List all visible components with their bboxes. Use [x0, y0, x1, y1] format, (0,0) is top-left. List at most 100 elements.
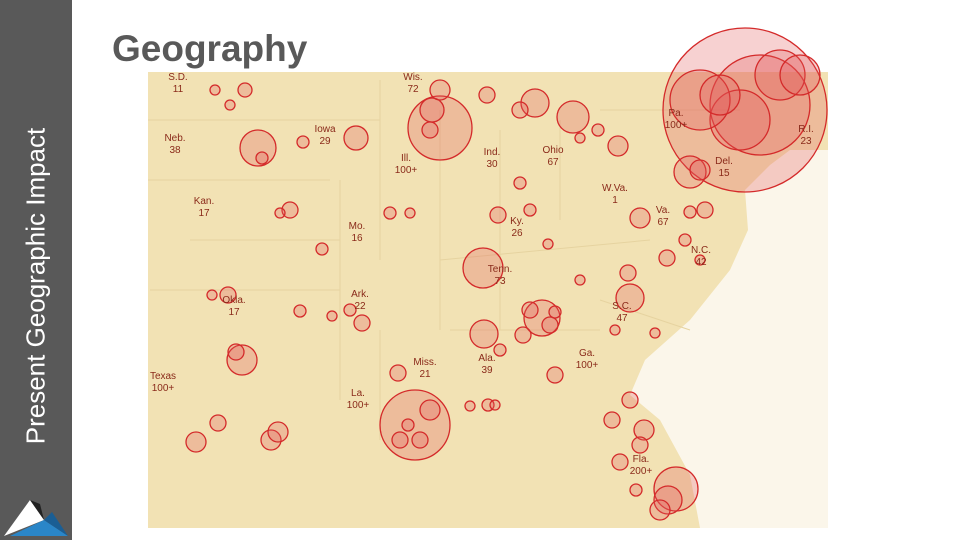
state-count: 100+ — [152, 383, 175, 394]
incident-circle — [699, 74, 741, 116]
state-count: 21 — [419, 369, 431, 380]
state-name: Va. — [656, 205, 670, 216]
incident-circle — [206, 289, 218, 301]
state-count: 42 — [695, 257, 707, 268]
incident-circle — [621, 391, 639, 409]
incident-circle — [591, 123, 605, 137]
state-count: 72 — [407, 84, 419, 95]
incident-circle — [255, 151, 269, 165]
incident-circle — [421, 121, 439, 139]
incident-circle — [389, 364, 407, 382]
incident-circle — [293, 304, 307, 318]
incident-circle — [296, 135, 310, 149]
incident-circle — [658, 249, 676, 267]
incident-circle — [239, 129, 277, 167]
incident-circle — [523, 203, 537, 217]
incident-circle — [514, 326, 532, 344]
sidebar: Present Geographic Impact — [0, 0, 72, 540]
incident-circle — [429, 79, 451, 101]
incident-circle — [683, 205, 697, 219]
incident-circle — [603, 411, 621, 429]
state-count: 30 — [486, 159, 498, 170]
state-name: Wis. — [403, 72, 422, 83]
state-count: 16 — [351, 233, 363, 244]
incident-circle — [662, 27, 828, 193]
state-name: S.D. — [168, 72, 187, 83]
incident-circle — [224, 99, 236, 111]
incident-circle — [419, 97, 445, 123]
incident-circle — [649, 327, 661, 339]
incident-circle — [209, 84, 221, 96]
incident-circle — [343, 125, 369, 151]
state-name: Kan. — [194, 196, 215, 207]
state-name: W.Va. — [602, 183, 628, 194]
incident-circle — [489, 399, 501, 411]
state-name: Fla. — [633, 454, 650, 465]
incident-circle — [633, 419, 655, 441]
state-count: 67 — [657, 217, 669, 228]
incident-circle — [326, 310, 338, 322]
incident-circle — [631, 436, 649, 454]
state-count: 200+ — [630, 466, 653, 477]
state-name: Ohio — [542, 145, 564, 156]
incident-circle — [209, 414, 227, 432]
state-name: Okla. — [222, 295, 245, 306]
state-count: 15 — [718, 168, 730, 179]
incident-circle — [383, 206, 397, 220]
incident-circles — [185, 27, 828, 521]
incident-circle — [546, 366, 564, 384]
state-name: Miss. — [413, 357, 436, 368]
state-name: Texas — [150, 371, 176, 382]
state-count: 29 — [319, 136, 331, 147]
incident-circle — [629, 207, 651, 229]
state-count: 39 — [481, 365, 493, 376]
state-name: Pa. — [668, 108, 683, 119]
incident-circle — [469, 319, 499, 349]
state-count: 100+ — [347, 400, 370, 411]
incident-circle — [462, 247, 504, 289]
state-count: 100+ — [576, 360, 599, 371]
incident-circle — [696, 201, 714, 219]
state-count: 100+ — [395, 165, 418, 176]
incident-circle — [521, 301, 539, 319]
incident-circle — [315, 242, 329, 256]
incident-circle — [237, 82, 253, 98]
incident-circle — [678, 233, 692, 247]
state-count: 100+ — [665, 120, 688, 131]
logo — [4, 500, 68, 536]
state-name: Ala. — [478, 353, 495, 364]
state-name: La. — [351, 388, 365, 399]
slide-title: Geography — [112, 28, 308, 69]
state-name: Neb. — [164, 133, 185, 144]
state-count: 17 — [198, 208, 210, 219]
incident-circle — [556, 100, 590, 134]
incident-circle — [619, 264, 637, 282]
incident-circle — [653, 485, 683, 515]
incident-circle — [267, 421, 289, 443]
incident-circle — [689, 159, 711, 181]
incident-circle — [226, 344, 258, 376]
ocean — [630, 150, 828, 528]
incident-circle — [541, 316, 559, 334]
incident-circle — [353, 314, 371, 332]
incident-circle — [401, 418, 415, 432]
incident-circle — [493, 343, 507, 357]
incident-circle — [611, 453, 629, 471]
state-count: 22 — [354, 301, 366, 312]
incident-circle — [607, 135, 629, 157]
incident-circle — [391, 431, 409, 449]
incident-circle — [281, 201, 299, 219]
incident-circle — [523, 299, 561, 337]
state-name: Ind. — [484, 147, 501, 158]
incident-circle — [779, 54, 821, 96]
state-count: 73 — [494, 276, 506, 287]
incident-circle — [574, 132, 586, 144]
incident-circle — [379, 389, 451, 461]
state-name: N.C. — [691, 245, 711, 256]
state-name: Ark. — [351, 289, 369, 300]
state-count: 1 — [612, 195, 618, 206]
state-name: Ky. — [510, 216, 524, 227]
incident-circle — [227, 343, 245, 361]
incident-circle — [274, 207, 286, 219]
